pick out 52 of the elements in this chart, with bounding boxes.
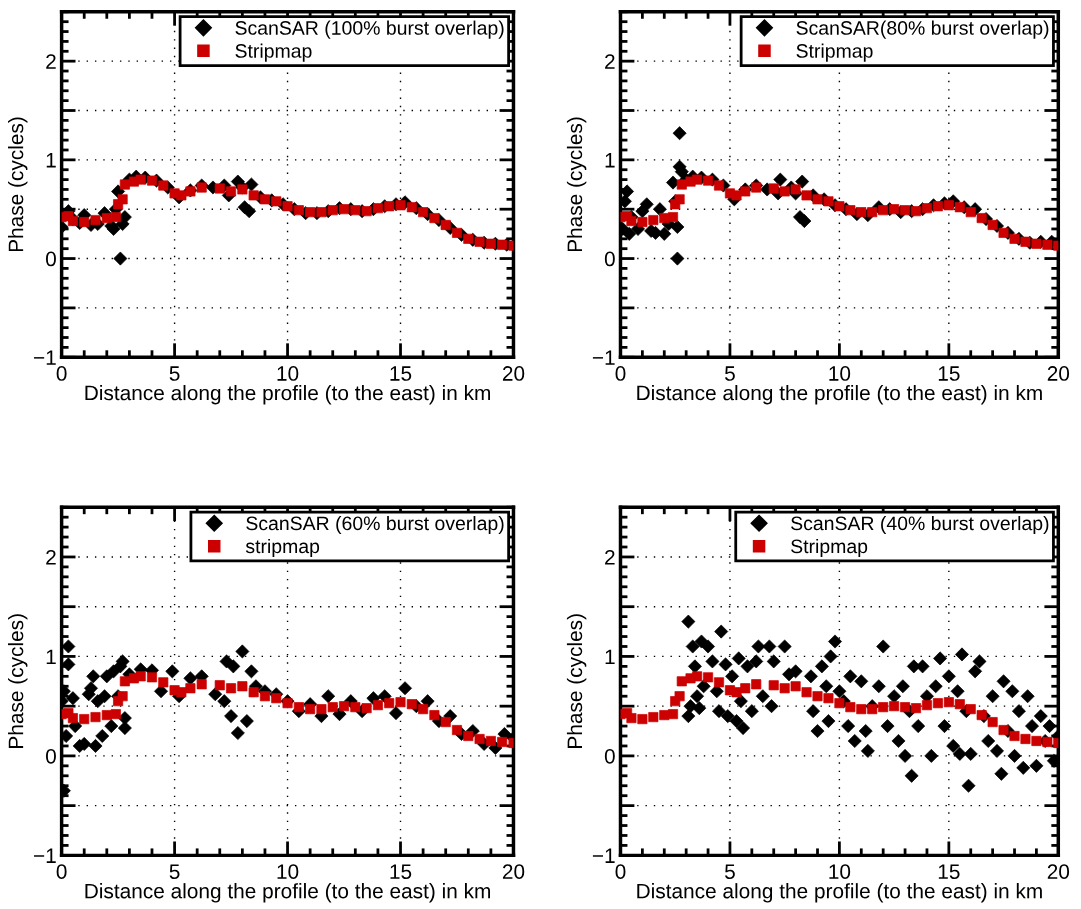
y-tick-label: 0 [45, 251, 56, 267]
x-tick-label: 20 [502, 864, 525, 880]
y-tick-label: 2 [605, 54, 615, 69]
x-tick-label: 10 [277, 864, 299, 880]
x-tick-label: 15 [938, 864, 960, 880]
legend-label: ScanSAR (40% burst overlap) [791, 515, 1049, 535]
legend-label: ScanSAR(80% burst overlap) [796, 20, 1049, 39]
x-axis-title: Distance along the profile (to the east) in km [637, 384, 1042, 405]
y-tick-label: 1 [605, 649, 615, 664]
legend-label: ScanSAR (60% burst overlap) [246, 515, 504, 535]
y-tick-label: 1 [605, 153, 615, 168]
y-axis-title: Phase (cycles) [8, 117, 28, 252]
y-axis-title: Phase (cycles) [566, 117, 587, 252]
y-tick-label: 0 [604, 251, 615, 267]
x-tick-label: 0 [615, 864, 626, 880]
y-tick-label: 1 [46, 153, 56, 168]
y-tick-label: 0 [45, 748, 56, 764]
x-tick-label: 5 [724, 366, 735, 381]
x-axis-title: Distance along the profile (to the east) in km [85, 883, 490, 903]
legend-label: Stripmap [791, 538, 868, 558]
x-tick-label: 20 [1047, 366, 1070, 381]
x-tick-label: 15 [938, 366, 960, 381]
legend-label: Stripmap [796, 43, 873, 62]
x-tick-label: 20 [1047, 864, 1070, 880]
y-tick-label: 2 [46, 549, 56, 565]
y-tick-label: −1 [592, 350, 615, 365]
x-tick-label: 10 [277, 366, 299, 381]
legend-label: Stripmap [235, 43, 312, 62]
x-tick-label: 20 [502, 366, 525, 381]
y-tick-label: −1 [34, 350, 56, 365]
y-axis-title: Phase (cycles) [8, 614, 28, 748]
x-tick-label: 0 [56, 864, 67, 880]
y-tick-label: 2 [605, 549, 615, 565]
y-tick-label: 2 [46, 54, 56, 69]
x-tick-label: 5 [724, 864, 735, 880]
y-tick-label: 1 [46, 649, 56, 664]
legend-label: stripmap [245, 538, 320, 558]
legend-label: ScanSAR (100% burst overlap) [235, 20, 504, 39]
x-tick-label: 5 [169, 366, 180, 381]
y-axis-title: Phase (cycles) [566, 614, 587, 748]
y-tick-label: −1 [34, 848, 56, 863]
x-tick-label: 10 [829, 366, 851, 381]
y-tick-label: −1 [592, 848, 615, 863]
y-tick-label: 0 [604, 748, 615, 764]
x-axis-title: Distance along the profile (to the east) in km [85, 384, 490, 405]
x-tick-label: 5 [169, 864, 180, 880]
x-tick-label: 15 [390, 864, 412, 880]
x-axis-title: Distance along the profile (to the east) in km [637, 883, 1042, 903]
x-tick-label: 10 [829, 864, 851, 880]
x-tick-label: 0 [615, 366, 626, 381]
x-tick-label: 15 [390, 366, 412, 381]
x-tick-label: 0 [56, 366, 67, 381]
